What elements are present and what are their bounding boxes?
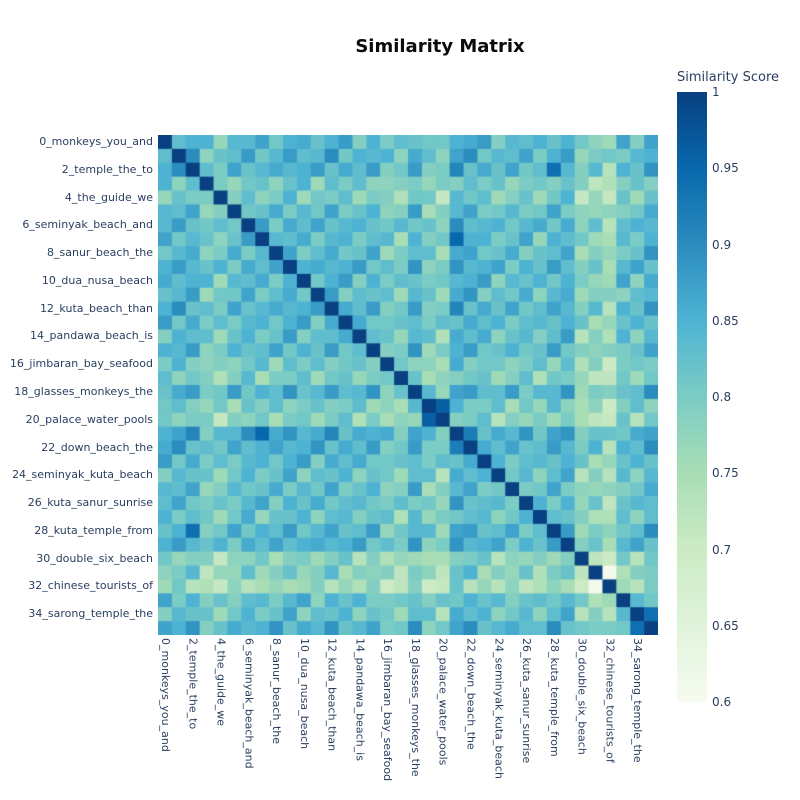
x-axis-tick-label: 2_temple_the_to [186, 638, 200, 730]
colorbar-tick-label: 1 [712, 85, 720, 99]
colorbar-title: Similarity Score [677, 70, 780, 85]
colorbar-tick-label: 0.7 [712, 542, 732, 557]
colorbar-tick-label: 0.85 [712, 313, 739, 328]
x-axis-tick-label: 8_sanur_beach_the [270, 638, 284, 744]
y-axis-tick-label: 2_temple_the_to [61, 162, 153, 176]
y-axis-tick-label: 32_chinese_tourists_of [28, 579, 153, 593]
y-axis-tick-label: 22_down_beach_the [41, 440, 153, 454]
y-axis-tick-label: 12_kuta_beach_than [39, 301, 153, 315]
y-axis-tick-label: 0_monkeys_you_and [39, 134, 153, 148]
colorbar-tick-label: 0.9 [712, 237, 732, 252]
x-axis-tick-label: 6_seminyak_beach_and [242, 638, 256, 769]
colorbar-tick-label: 0.75 [712, 466, 739, 481]
y-axis-tick-label: 14_pandawa_beach_is [30, 329, 153, 343]
y-axis-tick-label: 26_kuta_sanur_sunrise [27, 496, 153, 510]
y-axis-tick-label: 20_palace_water_pools [25, 412, 153, 426]
x-axis-tick-label: 14_pandawa_beach_is [353, 638, 367, 761]
x-axis-tick-label: 20_palace_water_pools [436, 638, 450, 766]
x-axis-tick-label: 30_double_six_beach [575, 638, 589, 755]
y-axis-tick-label: 6_seminyak_beach_and [22, 218, 153, 232]
y-axis-tick-label: 28_kuta_temple_from [34, 523, 153, 537]
x-axis-tick-label: 4_the_guide_we [214, 638, 228, 727]
x-axis-tick-label: 10_dua_nusa_beach [297, 638, 311, 750]
x-axis-tick-label: 34_sarong_temple_the [631, 638, 645, 763]
x-axis-tick-label: 18_glasses_monkeys_the [408, 638, 422, 777]
y-axis-tick-label: 34_sarong_temple_the [28, 607, 153, 621]
y-axis-tick-label: 18_glasses_monkeys_the [14, 384, 153, 398]
x-axis-tick-label: 28_kuta_temple_from [547, 638, 561, 757]
y-axis-tick-label: 8_sanur_beach_the [47, 246, 153, 260]
y-axis-tick-label: 30_double_six_beach [36, 551, 153, 565]
y-axis-tick-label: 24_seminyak_kuta_beach [12, 468, 153, 482]
heatmap[interactable] [158, 135, 658, 635]
chart-title: Similarity Matrix [355, 36, 525, 57]
y-axis-tick-label: 10_dua_nusa_beach [41, 273, 153, 287]
colorbar-tick-label: 0.65 [712, 618, 739, 633]
colorbar-gradient [677, 92, 707, 702]
x-axis-tick-label: 0_monkeys_you_and [158, 638, 172, 752]
x-axis-tick-label: 22_down_beach_the [464, 638, 478, 750]
colorbar-tick-label: 0.8 [712, 390, 732, 404]
x-axis-tick-label: 26_kuta_sanur_sunrise [520, 638, 534, 764]
x-axis-tick-label: 24_seminyak_kuta_beach [492, 638, 506, 779]
colorbar-tick-label: 0.95 [712, 161, 739, 176]
x-axis-tick-label: 12_kuta_beach_than [325, 638, 339, 752]
x-axis-tick-label: 16_jimbaran_bay_seafood [381, 638, 395, 782]
colorbar-tick-label: 0.6 [712, 695, 732, 709]
y-axis-tick-label: 16_jimbaran_bay_seafood [9, 357, 153, 371]
x-axis-tick-label: 32_chinese_tourists_of [603, 638, 617, 763]
y-axis-tick-label: 4_the_guide_we [64, 190, 153, 204]
